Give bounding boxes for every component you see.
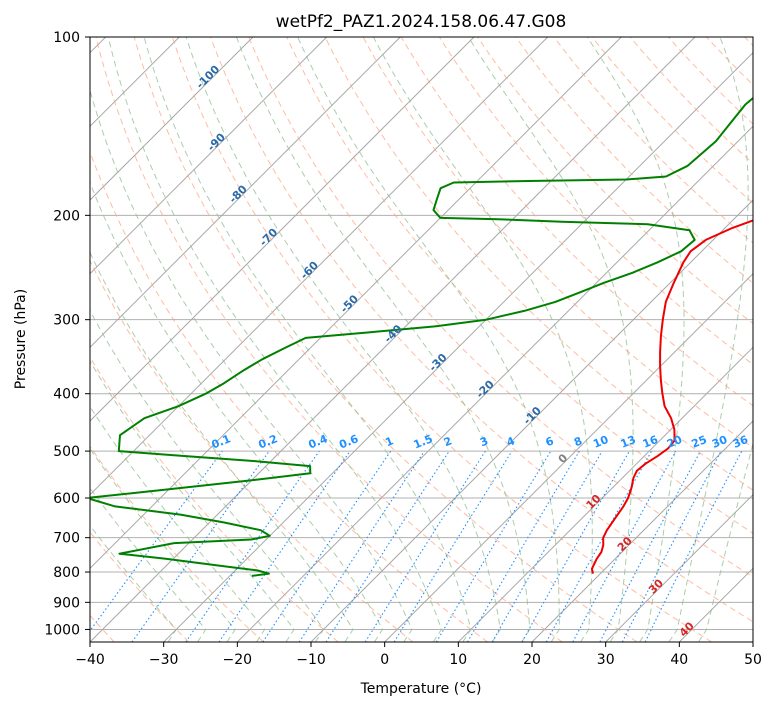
- moist-adiabat-line: [90, 405, 266, 642]
- x-tick-label: 0: [380, 652, 389, 668]
- dry-adiabat-line: [591, 37, 753, 204]
- mixing-ratio-line: [131, 450, 270, 642]
- x-tick-label: 40: [670, 652, 688, 668]
- mixing-ratio-line: [491, 450, 603, 642]
- dry-adiabat-line: [362, 37, 753, 449]
- isotherm-line: [163, 51, 753, 642]
- dry-adiabat-line: [629, 37, 753, 165]
- moist-adiabat-line: [236, 37, 531, 642]
- moist-adiabat-line: [185, 37, 501, 642]
- isotherm-line: [90, 37, 549, 496]
- isotherm-line: [90, 37, 622, 570]
- x-tick-label: −40: [75, 652, 105, 668]
- mixing-ratio-line: [185, 450, 320, 642]
- moist-adiabat-line: [698, 441, 753, 642]
- moist-adiabat-line: [143, 37, 472, 642]
- y-tick-label: 600: [53, 491, 80, 507]
- isotherm-line: [531, 420, 753, 642]
- moist-adiabat-line: [586, 37, 685, 642]
- y-tick-label: 500: [53, 444, 80, 460]
- moist-adiabat-line: [90, 251, 354, 642]
- y-tick-label: 1000: [44, 622, 80, 638]
- isotherm-line: [457, 346, 753, 642]
- x-tick-label: −10: [296, 652, 326, 668]
- plot-frame: [89, 36, 754, 643]
- isotherm-line: [90, 37, 254, 201]
- mixing-ratio-line: [218, 450, 351, 642]
- mixing-ratio-label: 36: [731, 433, 750, 451]
- y-tick-label: 400: [53, 387, 80, 403]
- dry-adiabat-line: [477, 37, 753, 325]
- moist-adiabat-line: [90, 88, 413, 642]
- moist-adiabat-line: [297, 37, 560, 642]
- mixing-ratio-label: 30: [710, 433, 729, 451]
- mixing-ratio-label: 3: [478, 434, 490, 449]
- mixing-ratio-label: 16: [641, 433, 660, 451]
- dry-adiabat-line: [210, 37, 753, 623]
- isotherm-line: [605, 493, 753, 642]
- dry-adiabat-line: [90, 445, 264, 642]
- mixing-ratio-line: [521, 450, 630, 642]
- moist-adiabat-line: [90, 487, 207, 642]
- dry-adiabat-line: [90, 259, 414, 642]
- mixing-ratio-label: 13: [619, 433, 638, 451]
- mixing-ratio-label: 10: [591, 433, 610, 451]
- dry-adiabat-line: [248, 37, 753, 578]
- y-tick-label: 900: [53, 595, 80, 611]
- mixing-ratio-line: [325, 450, 450, 642]
- moist-adiabat-line: [90, 524, 177, 642]
- mixing-ratio-label: 8: [572, 434, 584, 449]
- y-axis-ticks: 100 200 300 400 500 600 700 800 900 1000: [44, 30, 90, 638]
- x-tick-label: 20: [523, 652, 541, 668]
- mixing-ratio-label: 2: [442, 434, 454, 449]
- moist-adiabat-line: [90, 447, 236, 642]
- dry-adiabat-line: [133, 37, 638, 642]
- moist-adiabat-line: [107, 37, 442, 642]
- mixing-ratio-line: [90, 450, 223, 632]
- x-tick-label: −30: [149, 652, 179, 668]
- moist-adiabat-line: [90, 309, 325, 642]
- moist-adiabat-line: [372, 37, 593, 642]
- isotherm-line: [90, 37, 401, 349]
- x-tick-label: 10: [449, 652, 467, 668]
- y-tick-label: 300: [53, 313, 80, 329]
- dry-adiabat-line: [400, 37, 753, 407]
- y-tick-label: 700: [53, 531, 80, 547]
- mixing-ratio-line: [435, 450, 552, 642]
- chart-title: wetPf2_PAZ1.2024.158.06.47.G08: [276, 12, 567, 32]
- dry-adiabat-line: [171, 37, 712, 642]
- y-tick-label: 100: [53, 30, 80, 46]
- mixing-ratio-label: 20: [665, 433, 684, 451]
- dry-adiabat-line: [515, 37, 753, 284]
- dewpoint-profile-line: [90, 96, 753, 577]
- isotherm-line: [384, 272, 753, 642]
- x-tick-label: 50: [744, 652, 762, 668]
- mixing-ratio-label: 25: [690, 433, 709, 451]
- moist-adiabat-line: [90, 360, 295, 642]
- dry-adiabat-line: [95, 37, 563, 642]
- x-tick-label: 30: [597, 652, 615, 668]
- x-tick-label: −20: [223, 652, 253, 668]
- plot-lines: [90, 37, 753, 642]
- x-axis-ticks: −40 −30 −20 −10 0 10 20 30 40 50: [75, 642, 762, 668]
- mixing-ratio-line: [467, 450, 580, 642]
- y-axis-label: Pressure (hPa): [13, 289, 29, 389]
- mixing-ratio-label: 1: [383, 434, 395, 449]
- mixing-ratio-line: [364, 450, 486, 642]
- mixing-ratio-line: [393, 450, 513, 642]
- y-tick-label: 800: [53, 565, 80, 581]
- isotherm-line: [90, 37, 328, 275]
- y-tick-label: 200: [53, 208, 80, 224]
- x-axis-label: Temperature (°C): [360, 681, 482, 697]
- temperature-profile-line: [590, 219, 753, 574]
- mixing-ratio-line: [572, 450, 677, 642]
- moist-adiabat-line: [668, 37, 749, 642]
- isotherm-line: [90, 37, 475, 422]
- dry-adiabat-line: [324, 37, 753, 491]
- isotherm-line: [236, 125, 753, 642]
